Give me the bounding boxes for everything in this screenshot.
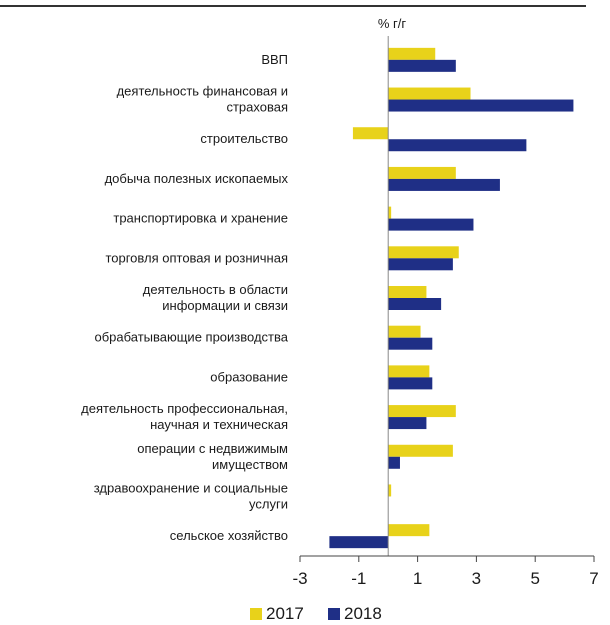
bar-2017-6	[388, 286, 427, 298]
bar-2017-11	[388, 484, 392, 497]
bar-2018-0	[388, 59, 456, 72]
bar-2018-3	[388, 178, 500, 191]
bar-2017-8	[388, 365, 430, 378]
category-label-0: ВВП	[261, 52, 288, 67]
category-label-2: строительство	[200, 131, 288, 146]
legend: 2017 2018	[250, 604, 382, 623]
bar-2018-4	[388, 218, 474, 231]
category-label-6: деятельность в области информации и связи	[143, 282, 288, 313]
bar-2017-2	[352, 127, 389, 140]
bars-layer	[329, 47, 574, 549]
x-tick-label-1: -1	[351, 569, 366, 588]
x-tick-label-2: 1	[413, 569, 422, 588]
bar-2018-5	[388, 258, 453, 271]
bar-2018-1	[388, 99, 574, 112]
bar-2017-9	[388, 405, 456, 418]
bar-2017-1	[388, 87, 471, 100]
category-label-4: транспортировка и хранение	[113, 211, 288, 226]
x-tick-label-4: 5	[530, 569, 539, 588]
legend-swatch-2017	[250, 608, 262, 620]
bar-2018-2	[388, 139, 527, 152]
x-tick-label-3: 3	[472, 569, 481, 588]
legend-label-2017: 2017	[266, 604, 304, 623]
bar-2017-10	[388, 444, 453, 457]
category-label-7: обрабатывающие производства	[94, 330, 288, 345]
bar-2018-8	[388, 377, 433, 390]
category-label-1: деятельность финансовая и страховая	[117, 84, 288, 115]
category-label-5: торговля оптовая и розничная	[105, 250, 288, 265]
bar-2017-4	[388, 206, 392, 219]
unit-label: % г/г	[378, 16, 407, 31]
legend-swatch-2018	[328, 608, 340, 620]
x-tick-label-5: 7	[589, 569, 598, 588]
x-tick-label-0: -3	[292, 569, 307, 588]
category-label-8: образование	[210, 369, 288, 384]
bar-2017-0	[388, 47, 436, 60]
category-label-3: добыча полезных ископаемых	[105, 171, 289, 186]
bar-2018-10	[388, 456, 400, 469]
category-label-9: деятельность профессиональная, научная и …	[81, 401, 288, 432]
bar-2018-9	[388, 417, 427, 430]
category-label-12: сельское хозяйство	[170, 528, 288, 543]
bar-2017-12	[388, 524, 430, 537]
legend-label-2018: 2018	[344, 604, 382, 623]
bar-2017-5	[388, 246, 459, 259]
bar-2018-7	[388, 337, 433, 350]
category-labels: ВВП деятельность финансовая и страховая стр…	[81, 52, 289, 543]
bar-2017-3	[388, 166, 456, 179]
bar-2018-12	[329, 536, 389, 549]
bar-2018-6	[388, 298, 442, 310]
category-label-11: здравоохранение и социальные услуги	[94, 480, 288, 511]
bar-2017-7	[388, 325, 421, 338]
category-label-10: операции с недвижимым имуществом	[137, 441, 288, 472]
x-axis: -3 -1 1 3 5 7	[292, 555, 599, 588]
